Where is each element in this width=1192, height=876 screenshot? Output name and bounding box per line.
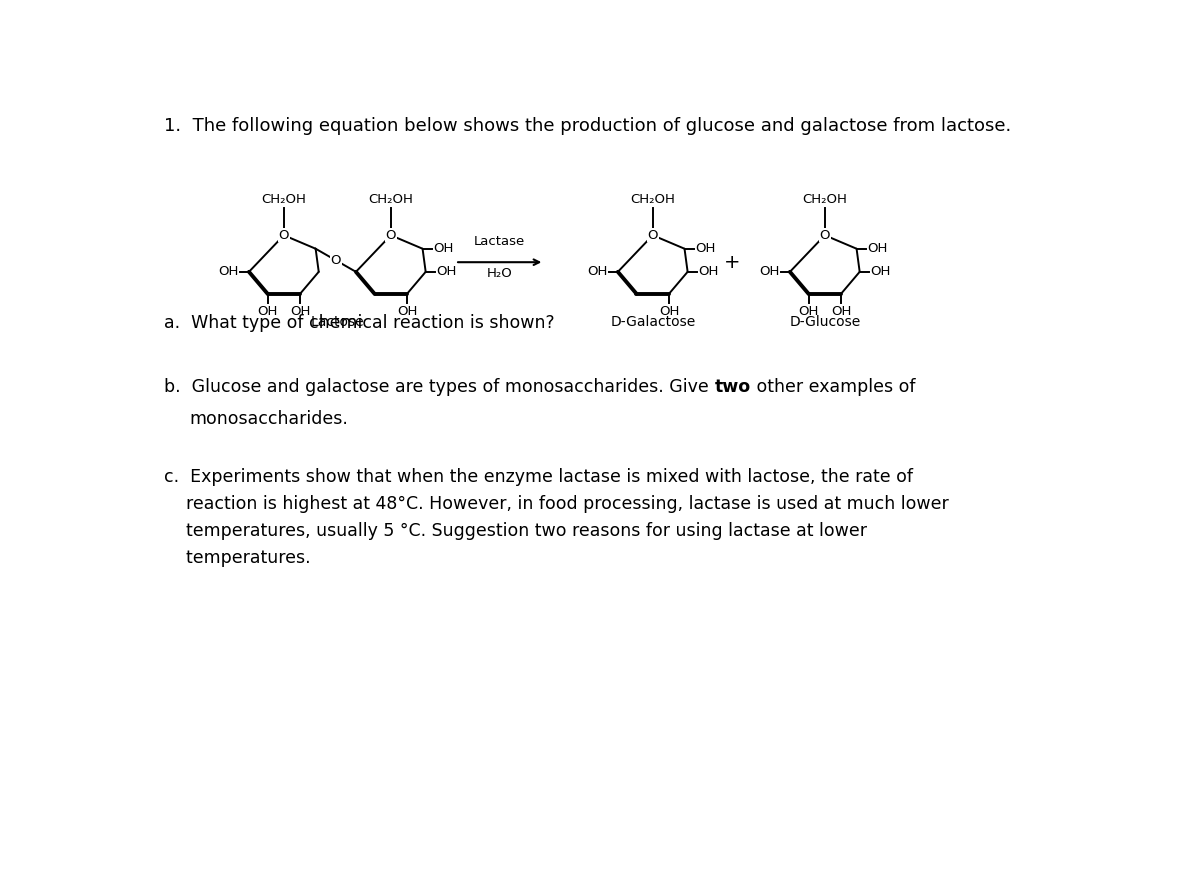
Text: two: two	[715, 378, 751, 396]
Text: D-Glucose: D-Glucose	[789, 315, 861, 329]
Text: c.  Experiments show that when the enzyme lactase is mixed with lactose, the rat: c. Experiments show that when the enzyme…	[164, 468, 949, 567]
Text: Lactose: Lactose	[310, 315, 364, 329]
Text: O: O	[279, 229, 290, 242]
Text: OH: OH	[799, 305, 819, 318]
Text: OH: OH	[699, 265, 719, 279]
Text: OH: OH	[695, 243, 715, 255]
Text: b.  Glucose and galactose are types of monosaccharides. Give: b. Glucose and galactose are types of mo…	[164, 378, 715, 396]
Text: OH: OH	[586, 265, 608, 279]
Text: 1.  The following equation below shows the production of glucose and galactose f: 1. The following equation below shows th…	[164, 117, 1012, 136]
Text: H₂O: H₂O	[486, 267, 513, 279]
Text: OH: OH	[257, 305, 278, 318]
Text: O: O	[647, 229, 658, 242]
Text: OH: OH	[867, 243, 887, 255]
Text: a.  What type of chemical reaction is shown?: a. What type of chemical reaction is sho…	[164, 314, 555, 332]
Text: CH₂OH: CH₂OH	[802, 193, 848, 206]
Text: CH₂OH: CH₂OH	[261, 193, 306, 206]
Text: CH₂OH: CH₂OH	[368, 193, 414, 206]
Text: OH: OH	[870, 265, 890, 279]
Text: O: O	[385, 229, 396, 242]
Text: D-Galactose: D-Galactose	[610, 315, 695, 329]
Text: monosaccharides.: monosaccharides.	[190, 410, 348, 428]
Text: OH: OH	[290, 305, 310, 318]
Text: OH: OH	[433, 243, 453, 255]
Text: OH: OH	[759, 265, 780, 279]
Text: other examples of: other examples of	[751, 378, 915, 396]
Text: O: O	[330, 254, 341, 267]
Text: OH: OH	[218, 265, 238, 279]
Text: OH: OH	[436, 265, 457, 279]
Text: OH: OH	[831, 305, 851, 318]
Text: +: +	[724, 252, 740, 272]
Text: CH₂OH: CH₂OH	[631, 193, 675, 206]
Text: O: O	[820, 229, 830, 242]
Text: OH: OH	[659, 305, 679, 318]
Text: Lactase: Lactase	[474, 235, 526, 248]
Text: OH: OH	[397, 305, 417, 318]
